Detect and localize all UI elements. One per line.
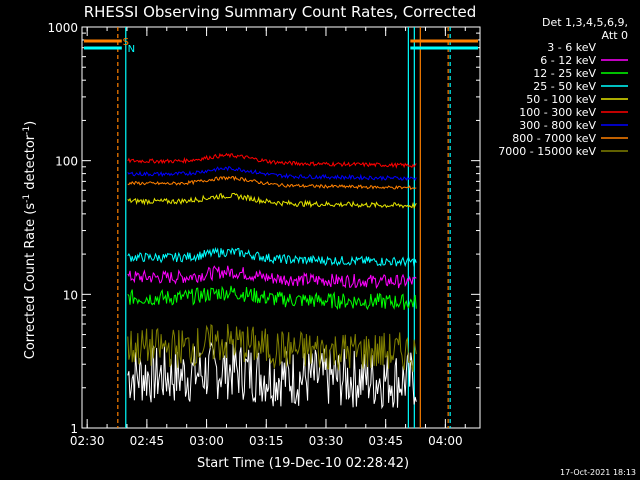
flag-label: N <box>128 44 135 55</box>
series-line <box>127 175 417 190</box>
y-tick-label: 100 <box>55 155 78 169</box>
plot-frame <box>81 26 481 429</box>
y-axis-label: Corrected Count Rate (s-1 detector-1) <box>22 121 38 359</box>
legend-entry-label: 25 - 50 keV <box>533 80 596 93</box>
legend-entry-label: 800 - 7000 keV <box>512 132 596 145</box>
legend-header-line1: Det 1,3,4,5,6,9, <box>542 16 628 29</box>
chart-title: RHESSI Observing Summary Count Rates, Co… <box>84 3 477 21</box>
x-axis-label: Start Time (19-Dec-10 02:28:42) <box>197 456 409 471</box>
y-tick-label: 1 <box>70 422 78 436</box>
legend-entry-label: 100 - 300 keV <box>519 106 596 119</box>
series-line <box>127 323 417 372</box>
x-tick-label: 04:00 <box>428 434 463 448</box>
y-tick-label: 1000 <box>47 21 78 35</box>
series-line <box>127 246 417 268</box>
series-lines <box>127 152 417 410</box>
x-tick-label: 03:00 <box>189 434 224 448</box>
series-line <box>127 192 417 210</box>
x-tick-label: 02:30 <box>70 434 105 448</box>
legend-entry-label: 12 - 25 keV <box>533 67 596 80</box>
legend-entry-label: 3 - 6 keV <box>547 41 596 54</box>
x-tick-label: 03:30 <box>309 434 344 448</box>
series-line <box>127 152 417 169</box>
generated-timestamp: 17-Oct-2021 18:13 <box>560 468 636 477</box>
series-line <box>127 340 417 410</box>
plot-border <box>81 26 481 429</box>
y-tick-label: 10 <box>63 288 78 302</box>
legend-entry-label: 300 - 800 keV <box>519 119 596 132</box>
y-axis-ticks: 1 10 100 1000 <box>47 21 480 436</box>
legend-header-line2: Att 0 <box>602 29 628 42</box>
legend-entry-label: 50 - 100 keV <box>526 93 596 106</box>
series-line <box>127 285 417 311</box>
time-markers <box>117 27 451 428</box>
x-tick-label: 03:15 <box>249 434 284 448</box>
flag-label: S <box>123 37 129 48</box>
flag-indicators: SN <box>84 37 478 55</box>
x-tick-label: 02:45 <box>130 434 165 448</box>
series-line <box>127 265 417 289</box>
legend-entry-label: 6 - 12 keV <box>540 54 596 67</box>
x-axis-ticks: 02:30 02:45 03:00 03:15 03:30 03:45 04:00 <box>70 27 466 448</box>
series-line <box>127 166 417 182</box>
legend-entry-label: 7000 - 15000 keV <box>498 145 596 158</box>
x-tick-label: 03:45 <box>368 434 403 448</box>
